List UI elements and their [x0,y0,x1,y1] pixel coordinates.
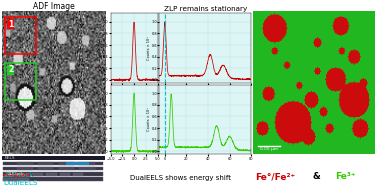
Bar [58,162,74,165]
Bar [17,167,33,170]
Bar [66,162,88,165]
Bar [3,162,104,165]
Bar [38,167,54,170]
Bar [73,173,83,176]
Text: 0.05 μm: 0.05 μm [260,147,278,151]
Bar [3,177,104,181]
Text: DualEELS shows energy shift: DualEELS shows energy shift [130,175,231,181]
Y-axis label: Counts × 10⁴: Counts × 10⁴ [98,36,102,60]
Text: EELS: EELS [5,156,16,160]
Bar [58,167,74,170]
Text: ZLP-lock: ZLP-lock [8,172,24,176]
Bar [2,156,105,160]
Bar [3,178,29,181]
Text: 2: 2 [8,65,13,74]
Text: Fe³⁺: Fe³⁺ [336,172,356,181]
Text: Fe°/Fe²⁺: Fe°/Fe²⁺ [255,172,295,181]
Bar [79,167,94,170]
Bar [3,173,29,176]
Bar [79,162,94,165]
Bar [60,173,70,176]
Bar [3,172,104,176]
Bar [5,63,36,100]
Y-axis label: Counts × 10⁴: Counts × 10⁴ [147,108,151,131]
Bar [17,162,33,165]
Title: ADF Image: ADF Image [33,2,74,11]
Bar [3,167,104,170]
Bar [46,173,57,176]
Bar [33,173,43,176]
Title: ZLP remains stationary: ZLP remains stationary [164,6,247,12]
Text: 1: 1 [8,20,13,29]
Text: ZLP-lock
DualEELS: ZLP-lock DualEELS [4,172,38,186]
Y-axis label: Counts × 10⁴: Counts × 10⁴ [98,108,102,131]
Y-axis label: Counts × 10⁴: Counts × 10⁴ [147,36,151,60]
Text: &: & [313,172,320,181]
Bar [38,162,54,165]
Bar [5,17,36,54]
